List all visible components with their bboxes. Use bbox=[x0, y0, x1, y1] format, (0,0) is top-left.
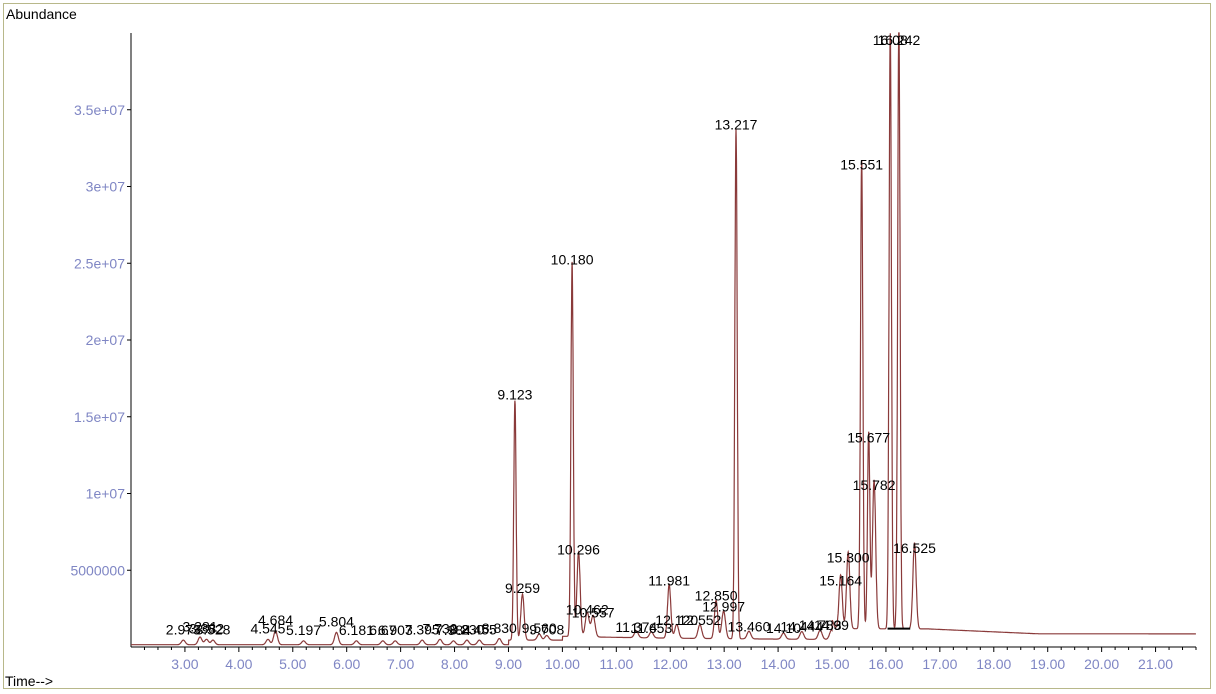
peak-label: 13.217 bbox=[715, 116, 758, 132]
peak-label: 7.730 bbox=[422, 621, 457, 637]
peak-label: 10.296 bbox=[557, 542, 600, 558]
peak-label: 16.08 bbox=[873, 32, 908, 48]
peak-label: 11.981 bbox=[648, 572, 690, 588]
peak-label: 9.560 bbox=[522, 620, 557, 636]
y-axis-label: Abundance bbox=[6, 6, 77, 22]
x-tick-label: 16.00 bbox=[868, 656, 903, 672]
peak-label: 14.444 bbox=[780, 618, 823, 634]
peak-label: 16.242 bbox=[877, 32, 920, 48]
x-tick-label: 17.00 bbox=[922, 656, 957, 672]
x-tick-label: 3.00 bbox=[171, 656, 198, 672]
y-tick-label: 1e+07 bbox=[86, 486, 126, 502]
peak-label: 12.850 bbox=[695, 588, 738, 604]
x-tick-label: 5.00 bbox=[279, 656, 306, 672]
peak-label: 15.677 bbox=[847, 430, 890, 446]
peak-label: 7.984 bbox=[436, 622, 471, 638]
peak-label: 3.382 bbox=[189, 621, 224, 637]
x-tick-label: 4.00 bbox=[225, 656, 252, 672]
x-tick-label: 6.00 bbox=[333, 656, 360, 672]
chromatogram-trace bbox=[131, 32, 1196, 646]
x-tick-label: 18.00 bbox=[976, 656, 1011, 672]
y-tick-label: 5000000 bbox=[70, 562, 125, 578]
chart-frame bbox=[3, 3, 1211, 689]
peak-label: 9.123 bbox=[497, 387, 532, 403]
peak-label: 14.783 bbox=[799, 617, 842, 633]
y-tick-label: 3e+07 bbox=[86, 179, 126, 195]
peak-label: 16.525 bbox=[893, 540, 936, 556]
peak-label: 12.997 bbox=[702, 598, 745, 614]
x-tick-label: 8.00 bbox=[441, 656, 468, 672]
peak-label: 8.455 bbox=[462, 621, 497, 637]
x-tick-label: 12.00 bbox=[653, 656, 688, 672]
x-axis-label: Time--> bbox=[5, 673, 53, 689]
y-tick-label: 1.5e+07 bbox=[74, 409, 125, 425]
peak-label: 5.197 bbox=[286, 622, 321, 638]
x-tick-label: 20.00 bbox=[1084, 656, 1119, 672]
peak-label: 6.67 bbox=[369, 622, 396, 638]
peak-label: 6.903 bbox=[378, 622, 413, 638]
peak-label: 15.300 bbox=[827, 549, 870, 565]
x-tick-label: 21.00 bbox=[1138, 656, 1173, 672]
peak-label: 3.528 bbox=[195, 621, 230, 637]
peak-label: 2.973 bbox=[166, 621, 201, 637]
peak-label: 4.684 bbox=[258, 612, 293, 628]
peak-label: 15.782 bbox=[853, 477, 896, 493]
peak-label: 6.181 bbox=[339, 622, 374, 638]
x-tick-label: 11.00 bbox=[599, 656, 633, 672]
peak-label: 8.230 bbox=[449, 621, 484, 637]
peak-label: 14.99 bbox=[814, 617, 849, 633]
peak-label: 10.180 bbox=[551, 251, 594, 267]
x-ticks: 3.00 4.00 5.00 6.00 7.00 8.00 9.00 10.00 11.00 12… bbox=[143, 647, 1197, 672]
x-tick-label: 19.00 bbox=[1030, 656, 1065, 672]
x-tick-label: 7.00 bbox=[387, 656, 414, 672]
peak-label: 8.830 bbox=[482, 620, 517, 636]
y-tick-label: 3.5e+07 bbox=[74, 102, 125, 118]
peak-label: 12.552 bbox=[678, 612, 721, 628]
y-tick-label: 2.5e+07 bbox=[74, 255, 125, 271]
axes bbox=[130, 33, 1196, 648]
peak-label: 9.259 bbox=[505, 580, 540, 596]
peak-label: 13.460 bbox=[728, 618, 771, 634]
y-ticks: 5000000 1e+07 1.5e+07 2e+07 2.5e+07 3e+07 3.5e… bbox=[70, 102, 131, 578]
peak-label: 12.120 bbox=[655, 612, 698, 628]
peak-label: 10.462 bbox=[566, 601, 609, 617]
peak-label: 9.708 bbox=[529, 621, 564, 637]
peak-label: 5.804 bbox=[319, 614, 354, 630]
peak-label: 15.164 bbox=[819, 572, 862, 588]
peak-label: 14.10 bbox=[766, 620, 801, 636]
x-tick-label: 15.00 bbox=[814, 656, 849, 672]
peak-label: 15.551 bbox=[840, 156, 883, 172]
peak-label: 11.653 bbox=[630, 620, 672, 636]
peak-label: 11.374 bbox=[615, 619, 657, 635]
peak-label: 7.395 bbox=[405, 621, 440, 637]
x-tick-label: 14.00 bbox=[761, 656, 796, 672]
x-tick-label: 13.00 bbox=[707, 656, 742, 672]
peak-label: 10.557 bbox=[572, 605, 615, 621]
peak-label: 3.281 bbox=[182, 618, 217, 634]
y-tick-label: 2e+07 bbox=[86, 332, 126, 348]
x-tick-label: 10.00 bbox=[545, 656, 580, 672]
x-tick-label: 9.00 bbox=[495, 656, 522, 672]
peak-label: 4.545 bbox=[250, 621, 285, 637]
